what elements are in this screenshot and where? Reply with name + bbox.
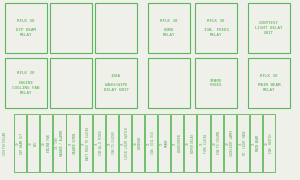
Bar (5, 58, 47, 108)
Bar (119, 114, 131, 172)
Text: 30
DIP BEAM CUT: 30 DIP BEAM CUT (16, 132, 24, 154)
Bar (40, 114, 52, 172)
Text: RFLK 30

MAIN BEAM
RELAY: RFLK 30 MAIN BEAM RELAY (258, 74, 280, 92)
Bar (248, 58, 290, 108)
Text: RFLK 30

DIP BEAM
RELAY: RFLK 30 DIP BEAM RELAY (16, 19, 36, 37)
Text: 15
SPARE: 15 SPARE (160, 139, 169, 147)
Text: 130A

WASH/WIPE
DELAY UNIT: 130A WASH/WIPE DELAY UNIT (103, 74, 128, 92)
Text: 15
HAZARD SIREN: 15 HAZARD SIREN (68, 132, 77, 154)
Text: 15
BATT FEED TO CLOCKS: 15 BATT FEED TO CLOCKS (81, 126, 90, 160)
Text: 15
RT. LIGHT FADE: 15 RT. LIGHT FADE (238, 131, 247, 155)
Text: 15
IGN TO CLOCKS: 15 IGN TO CLOCKS (107, 132, 116, 154)
Text: 30
ECU: 30 ECU (29, 140, 38, 146)
Bar (250, 114, 262, 172)
Bar (237, 114, 249, 172)
Bar (95, 58, 137, 108)
Bar (50, 3, 92, 53)
Text: 15
IGN. COIL ECU: 15 IGN. COIL ECU (147, 132, 155, 154)
Text: 15
MAIN BEAM: 15 MAIN BEAM (252, 135, 260, 151)
Bar (106, 114, 118, 172)
Bar (95, 3, 137, 53)
Bar (132, 114, 144, 172)
Text: 30
WIPER DELAY: 30 WIPER DELAY (186, 133, 195, 153)
Text: 15
WINDSCREEN: 15 WINDSCREEN (173, 134, 182, 152)
Bar (14, 114, 26, 172)
Bar (53, 114, 65, 172)
Bar (211, 114, 223, 172)
Text: 15
CLOCK LIGHT SWITCH: 15 CLOCK LIGHT SWITCH (121, 127, 129, 159)
Text: 15 (30)
HAZARD / ALARMS: 15 (30) HAZARD / ALARMS (55, 130, 64, 156)
Text: 20
ENGINE FAN: 20 ENGINE FAN (42, 134, 51, 152)
Bar (195, 58, 237, 108)
Text: 30
IGN. SWITCH: 30 IGN. SWITCH (265, 133, 273, 153)
Text: SPARE
FUSES: SPARE FUSES (210, 78, 222, 87)
Bar (195, 3, 237, 53)
Bar (80, 114, 92, 172)
Text: 2003 TVR TUSCAN: 2003 TVR TUSCAN (3, 131, 7, 155)
Bar (171, 114, 183, 172)
Bar (248, 3, 290, 53)
Bar (50, 58, 92, 108)
Text: 20
IGN TO COLUMN: 20 IGN TO COLUMN (212, 132, 221, 154)
Bar (148, 58, 190, 108)
Bar (197, 114, 210, 172)
Text: 15
IGN AL.D FUSED: 15 IGN AL.D FUSED (94, 131, 103, 155)
Bar (148, 3, 190, 53)
Bar (93, 114, 105, 172)
Bar (66, 114, 79, 172)
Bar (263, 114, 275, 172)
Text: RFLK 30

HORN
RELAY: RFLK 30 HORN RELAY (160, 19, 178, 37)
Text: 30
WINDOWS: 30 WINDOWS (134, 137, 142, 149)
Bar (184, 114, 196, 172)
Bar (158, 114, 170, 172)
Bar (5, 3, 47, 53)
Bar (27, 114, 39, 172)
Text: 15
FUSE CLOCKS: 15 FUSE CLOCKS (199, 133, 208, 153)
Text: 20
SIDELIGHT LAMPS: 20 SIDELIGHT LAMPS (225, 130, 234, 156)
Text: RFLK 30

ENGINE
COOLING FAN
RELAY: RFLK 30 ENGINE COOLING FAN RELAY (12, 71, 40, 95)
Bar (224, 114, 236, 172)
Bar (145, 114, 157, 172)
Text: RFLK 30

IGN. FEEDS
RELAY: RFLK 30 IGN. FEEDS RELAY (203, 19, 229, 37)
Text: COURTESY
LIGHT DELAY
UNIT: COURTESY LIGHT DELAY UNIT (255, 21, 283, 35)
